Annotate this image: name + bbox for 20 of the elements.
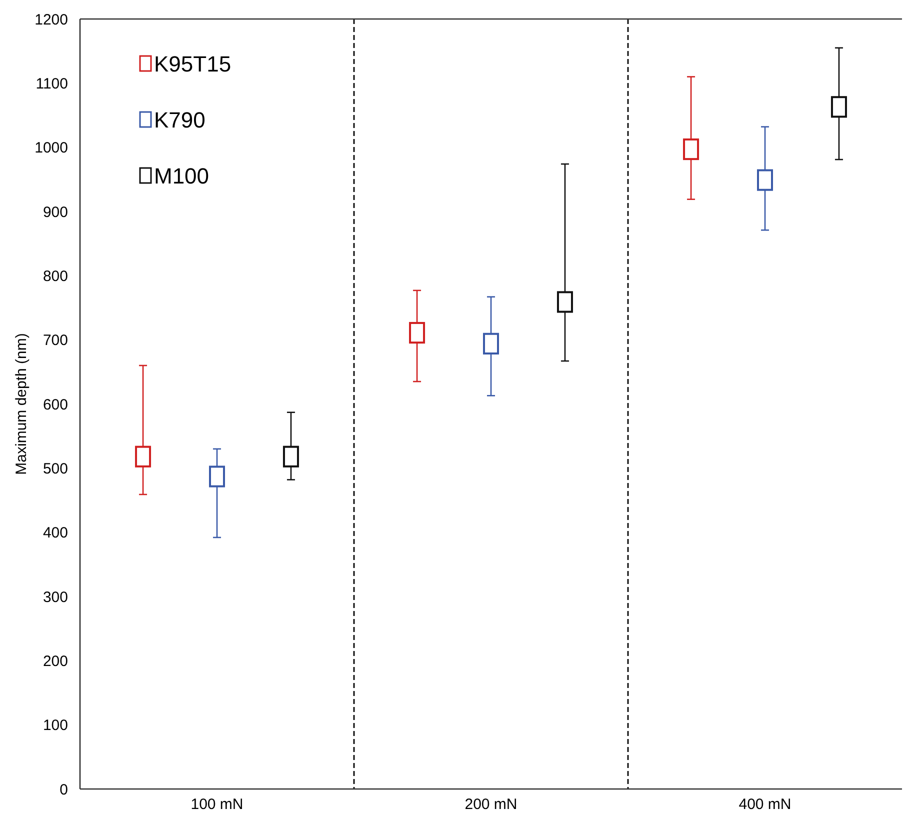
y-tick-label: 1000	[34, 140, 68, 157]
legend-label: M100	[154, 164, 210, 189]
legend-label: K790	[154, 108, 206, 133]
y-tick-label: 600	[42, 396, 68, 414]
y-axis-title: Maximum depth (nm)	[13, 333, 30, 475]
y-tick-label: 700	[42, 332, 68, 350]
x-tick-label: 200 mN	[464, 796, 518, 813]
y-tick-label: 100	[42, 717, 68, 734]
y-tick-label: 500	[42, 460, 68, 478]
y-tick-label: 1100	[36, 75, 68, 92]
y-tick-label: 1200	[34, 11, 68, 28]
y-tick-label: 0	[60, 781, 68, 798]
x-tick-label: 400 mN	[738, 796, 792, 813]
legend-label: K95T15	[154, 52, 232, 77]
y-tick-label: 800	[42, 268, 68, 285]
x-tick-label: 100 mN	[190, 796, 244, 813]
y-tick-label: 400	[42, 524, 68, 542]
y-tick-label: 300	[42, 588, 68, 606]
y-tick-label: 900	[42, 204, 68, 221]
y-tick-label: 200	[42, 652, 68, 670]
